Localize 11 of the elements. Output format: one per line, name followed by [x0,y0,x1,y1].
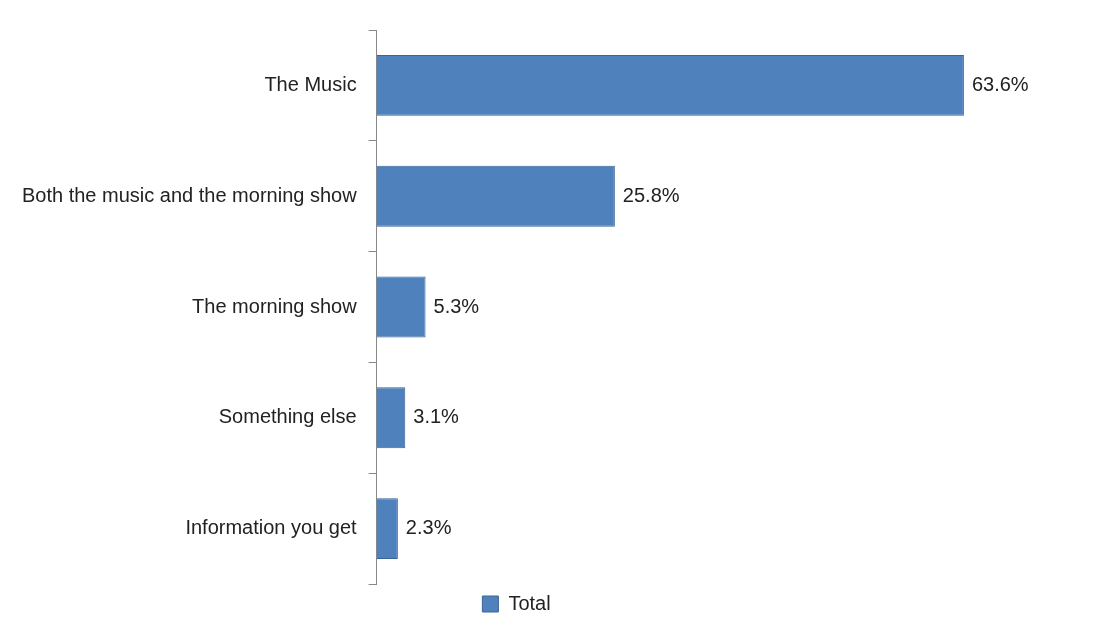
y-tick-label: Something else [218,405,357,428]
data-label: 2.3% [405,516,452,539]
data-label: 3.1% [413,405,460,428]
y-tick-label: The morning show [192,294,358,317]
data-label: 25.8% [622,183,680,206]
data-label: 5.3% [433,294,480,317]
data-label: 63.6% [971,72,1029,95]
legend-label: Total [508,591,551,614]
y-tick-label: Both the music and the morning show [21,183,358,206]
y-tick-label: Information you get [185,516,358,539]
y-tick-label: The Music [264,72,357,95]
